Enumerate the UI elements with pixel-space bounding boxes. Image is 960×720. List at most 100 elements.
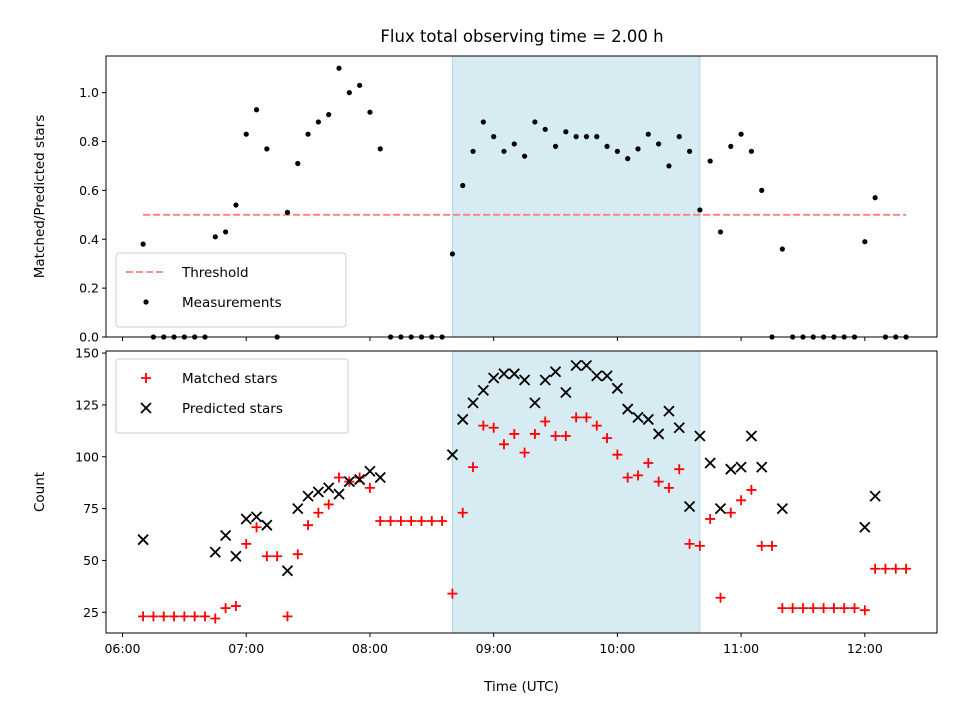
data-point bbox=[625, 156, 631, 162]
data-point bbox=[776, 502, 788, 515]
data-point bbox=[251, 522, 262, 533]
data-point bbox=[243, 131, 249, 137]
data-point bbox=[460, 182, 466, 189]
data-point bbox=[374, 471, 386, 484]
data-point bbox=[364, 465, 376, 477]
axes-frame bbox=[105, 350, 938, 634]
y-tick-label: 100 bbox=[75, 449, 99, 464]
data-point bbox=[323, 482, 335, 494]
data-point bbox=[375, 516, 386, 527]
data-point bbox=[686, 148, 693, 154]
data-point bbox=[666, 163, 672, 169]
data-point bbox=[416, 516, 427, 527]
data-point bbox=[189, 611, 200, 622]
x-tick-label: 12:00 bbox=[847, 641, 883, 656]
data-point bbox=[312, 486, 325, 498]
data-point bbox=[508, 368, 520, 380]
data-point bbox=[550, 431, 561, 442]
data-point bbox=[583, 134, 590, 140]
data-point bbox=[521, 153, 528, 159]
data-point bbox=[707, 158, 713, 164]
data-point bbox=[491, 134, 497, 140]
data-point bbox=[612, 449, 623, 460]
data-point bbox=[738, 131, 744, 137]
data-point bbox=[563, 129, 569, 135]
x-tick-label: 10:00 bbox=[599, 641, 635, 656]
data-point bbox=[880, 563, 891, 574]
data-point bbox=[210, 613, 221, 624]
data-point bbox=[656, 141, 662, 147]
data-point bbox=[777, 603, 788, 614]
legend-box bbox=[115, 252, 347, 328]
y-tick-label: 0.8 bbox=[79, 134, 99, 149]
data-point bbox=[673, 422, 685, 434]
data-point bbox=[635, 146, 641, 152]
data-point bbox=[573, 134, 579, 140]
data-point bbox=[705, 513, 716, 524]
data-point bbox=[457, 507, 468, 518]
data-point bbox=[787, 603, 798, 614]
data-point bbox=[426, 516, 437, 527]
data-point bbox=[643, 457, 654, 468]
data-point bbox=[509, 428, 520, 439]
data-point bbox=[645, 131, 651, 137]
data-point bbox=[437, 516, 448, 527]
data-point bbox=[652, 428, 665, 440]
data-point bbox=[446, 449, 459, 461]
data-point bbox=[250, 511, 263, 523]
data-point bbox=[385, 516, 396, 527]
data-point bbox=[602, 433, 613, 444]
data-point bbox=[261, 519, 273, 531]
data-point bbox=[872, 195, 878, 201]
data-point bbox=[272, 551, 283, 562]
data-point bbox=[364, 482, 375, 493]
data-point bbox=[326, 112, 332, 118]
data-point bbox=[241, 538, 252, 549]
data-point bbox=[447, 588, 458, 599]
data-point bbox=[694, 430, 706, 442]
data-point bbox=[683, 500, 696, 513]
data-point bbox=[779, 246, 785, 252]
data-point bbox=[859, 605, 870, 616]
data-point bbox=[663, 405, 675, 417]
data-point bbox=[281, 565, 294, 577]
legend-label: Measurements bbox=[182, 295, 282, 311]
data-point bbox=[264, 146, 270, 152]
data-point bbox=[570, 359, 582, 372]
x-axis-label: Time (UTC) bbox=[483, 679, 559, 695]
data-point bbox=[305, 131, 311, 137]
legend: Matched stars Predicted stars bbox=[115, 358, 349, 434]
data-point bbox=[230, 601, 241, 612]
data-point bbox=[501, 148, 507, 154]
y-tick-label: 0.2 bbox=[79, 281, 99, 296]
data-point bbox=[498, 439, 509, 450]
data-point bbox=[715, 592, 726, 603]
data-point bbox=[539, 374, 551, 386]
data-point bbox=[571, 412, 582, 423]
y-tick-label: 25 bbox=[83, 605, 99, 620]
data-point bbox=[240, 513, 252, 525]
data-point bbox=[511, 141, 517, 147]
data-point bbox=[869, 490, 881, 502]
data-point bbox=[684, 538, 695, 549]
data-point bbox=[148, 611, 159, 622]
data-point bbox=[714, 502, 727, 515]
count-panel: 25 50 75 100 125 150 06:00 07:00 08:00 09:00 10:00… bbox=[32, 346, 938, 695]
y-axis-label: Matched/Predicted stars bbox=[32, 115, 48, 278]
x-tick-label: 08:00 bbox=[352, 641, 388, 656]
data-point bbox=[333, 488, 345, 500]
data-point bbox=[818, 603, 829, 614]
data-point bbox=[591, 420, 602, 431]
data-point bbox=[302, 490, 314, 502]
y-tick-label: 75 bbox=[83, 501, 99, 516]
data-point bbox=[614, 148, 620, 154]
data-point bbox=[859, 521, 871, 533]
data-point bbox=[138, 611, 149, 622]
data-point bbox=[653, 476, 664, 487]
data-point bbox=[601, 370, 613, 382]
data-point bbox=[735, 461, 747, 473]
series-matched-stars bbox=[138, 412, 912, 624]
data-point bbox=[748, 148, 755, 154]
data-point bbox=[552, 143, 559, 150]
legend-matched-swatch bbox=[141, 373, 151, 383]
